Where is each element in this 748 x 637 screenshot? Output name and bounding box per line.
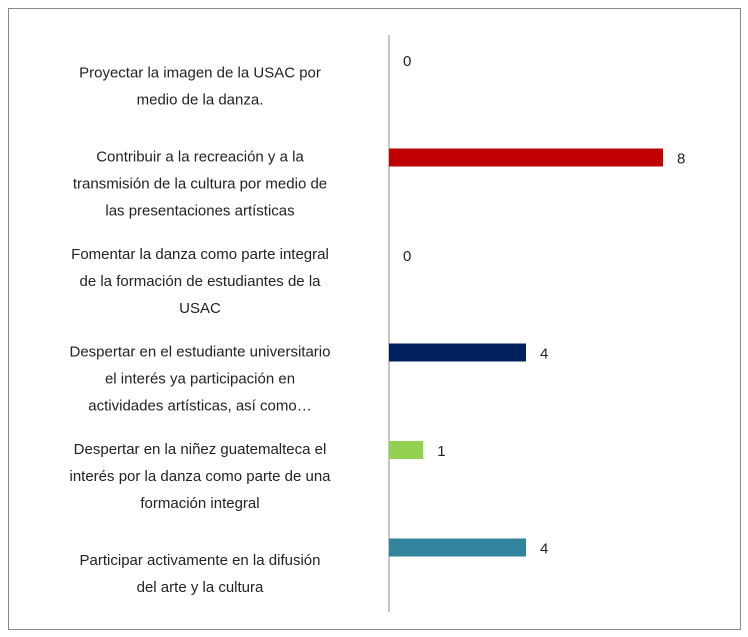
data-label: 4: [540, 540, 548, 557]
data-label: 1: [437, 443, 445, 460]
data-label: 0: [403, 53, 411, 70]
category-label: Participar activamente en la difusión del…: [80, 552, 321, 596]
data-label: 8: [677, 150, 685, 167]
category-label: Despertar en el estudiante universitario…: [70, 343, 331, 414]
category-label: Despertar en la niñez guatemalteca el int…: [70, 441, 332, 512]
chart-frame: [8, 8, 741, 630]
category-label: Fomentar la danza como parte integral de …: [71, 246, 329, 317]
bar: [389, 441, 424, 459]
category-label: Proyectar la imagen de la USAC por medio …: [79, 64, 321, 108]
bar: [389, 538, 526, 557]
bar: [389, 148, 663, 167]
data-label: 4: [540, 345, 548, 362]
data-label: 0: [403, 248, 411, 265]
bar: [389, 343, 526, 362]
category-label: Contribuir a la recreación y a la transmi…: [73, 148, 327, 219]
